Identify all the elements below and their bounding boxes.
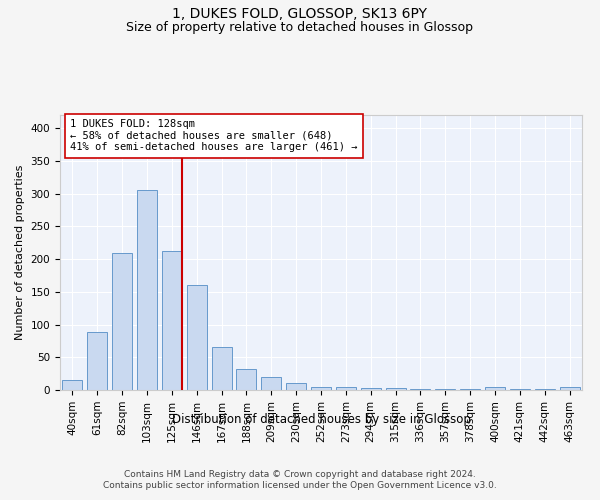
Bar bbox=[236, 369, 256, 390]
Bar bbox=[336, 386, 356, 390]
Bar bbox=[62, 380, 82, 390]
Bar bbox=[485, 386, 505, 390]
Bar bbox=[311, 386, 331, 390]
Text: 1 DUKES FOLD: 128sqm
← 58% of detached houses are smaller (648)
41% of semi-deta: 1 DUKES FOLD: 128sqm ← 58% of detached h… bbox=[70, 119, 358, 152]
Text: Contains HM Land Registry data © Crown copyright and database right 2024.: Contains HM Land Registry data © Crown c… bbox=[124, 470, 476, 479]
Bar bbox=[112, 252, 132, 390]
Bar bbox=[410, 388, 430, 390]
Bar bbox=[88, 332, 107, 390]
Text: 1, DUKES FOLD, GLOSSOP, SK13 6PY: 1, DUKES FOLD, GLOSSOP, SK13 6PY bbox=[173, 8, 427, 22]
Text: Contains public sector information licensed under the Open Government Licence v3: Contains public sector information licen… bbox=[103, 481, 497, 490]
Bar bbox=[386, 388, 406, 390]
Text: Distribution of detached houses by size in Glossop: Distribution of detached houses by size … bbox=[172, 412, 470, 426]
Y-axis label: Number of detached properties: Number of detached properties bbox=[15, 165, 25, 340]
Bar bbox=[162, 250, 182, 390]
Text: Size of property relative to detached houses in Glossop: Size of property relative to detached ho… bbox=[127, 21, 473, 34]
Bar bbox=[187, 285, 206, 390]
Bar bbox=[560, 388, 580, 390]
Bar bbox=[137, 190, 157, 390]
Bar bbox=[262, 377, 281, 390]
Bar bbox=[361, 388, 380, 390]
Bar bbox=[212, 348, 232, 390]
Bar bbox=[460, 388, 480, 390]
Bar bbox=[286, 384, 306, 390]
Bar bbox=[436, 388, 455, 390]
